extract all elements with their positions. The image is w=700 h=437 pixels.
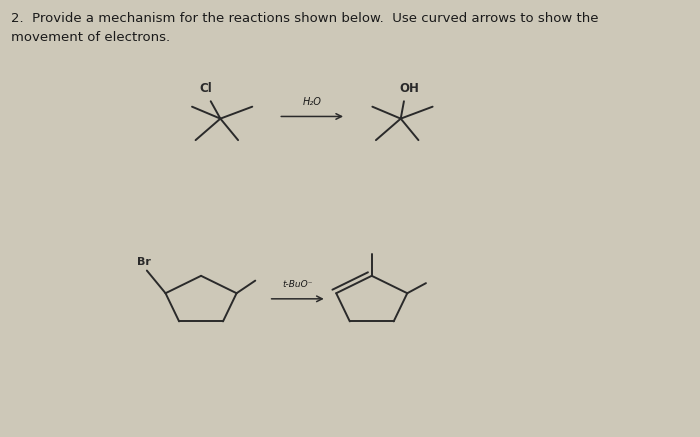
- Text: H₂O: H₂O: [302, 97, 321, 107]
- Text: Br: Br: [136, 257, 150, 267]
- Text: OH: OH: [399, 82, 419, 95]
- Text: Cl: Cl: [199, 82, 212, 95]
- Text: t-BuΟ⁻: t-BuΟ⁻: [282, 280, 313, 289]
- Text: 2.  Provide a mechanism for the reactions shown below.  Use curved arrows to sho: 2. Provide a mechanism for the reactions…: [11, 12, 598, 44]
